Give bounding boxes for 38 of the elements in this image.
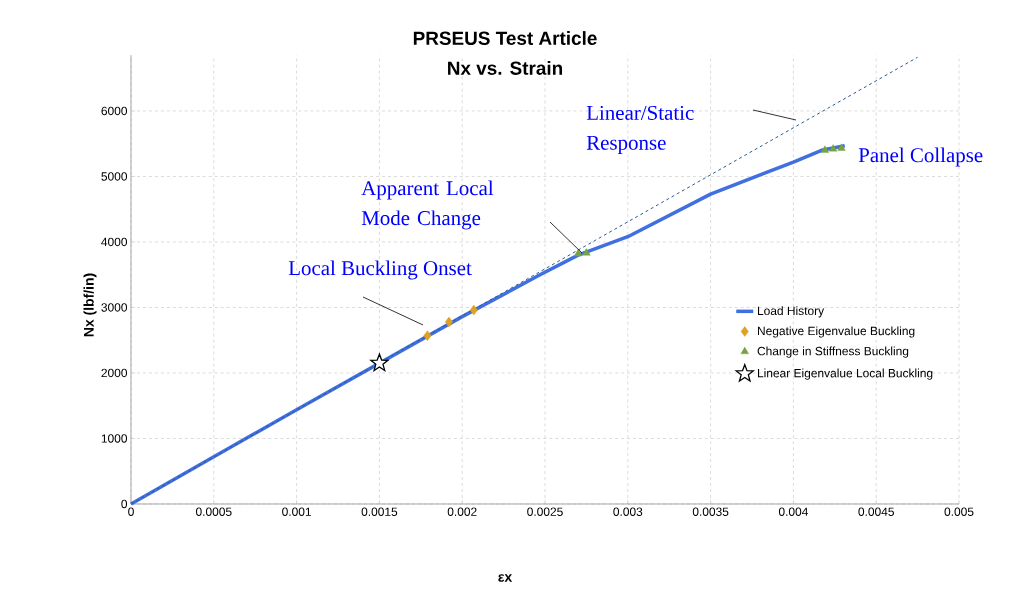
x-tick-label: 0 — [128, 507, 134, 516]
x-tick-label: 0.0005 — [195, 507, 232, 516]
y-axis-title: Nx (lbf/in) — [83, 273, 97, 337]
point — [423, 330, 432, 341]
annotation: Local Buckling Onset — [288, 260, 472, 280]
y-tick-label: 1000 — [101, 434, 128, 443]
x-tick-label: 0.0025 — [527, 507, 563, 516]
chart-title: PRSEUS Test Article — [413, 31, 597, 45]
point — [370, 353, 389, 372]
point — [829, 144, 838, 152]
point — [582, 248, 591, 256]
annotation: Linear/Static Response — [586, 105, 694, 155]
chart-subtitle: Nx vs. Strain — [448, 60, 563, 75]
point — [469, 304, 478, 316]
y-tick-label: 5000 — [101, 172, 128, 181]
legend-label: Change in Stiffness Buckling — [757, 346, 909, 358]
x-tick-label: 0.0015 — [361, 507, 398, 516]
y-tick-label: 6000 — [101, 106, 128, 116]
legend-label: Load History — [757, 306, 825, 318]
annotation: Apparent Local Mode Change — [361, 180, 494, 230]
legend-label: Negative Eigenvalue Buckling — [757, 326, 915, 338]
x-tick-label: 0.002 — [447, 507, 477, 516]
x-axis-title: εx — [498, 574, 513, 582]
x-tick-label: 0.0045 — [858, 507, 894, 516]
y-tick-label: 0 — [121, 499, 128, 509]
y-tick-label: 4000 — [101, 237, 128, 247]
y-tick-label: 2000 — [101, 368, 128, 378]
x-tick-label: 0.004 — [778, 507, 809, 516]
point — [837, 143, 846, 151]
y-tick-label: 3000 — [101, 303, 128, 312]
annotation: Panel Collapse — [858, 147, 983, 167]
point — [574, 249, 583, 257]
x-tick-label: 0.0035 — [692, 507, 729, 516]
point — [820, 145, 829, 153]
x-tick-label: 0.001 — [282, 507, 311, 516]
legend-label: Linear Eigenvalue Local Buckling — [757, 368, 933, 380]
x-tick-label: 0.003 — [613, 507, 643, 516]
x-tick-label: 0.005 — [944, 507, 974, 516]
